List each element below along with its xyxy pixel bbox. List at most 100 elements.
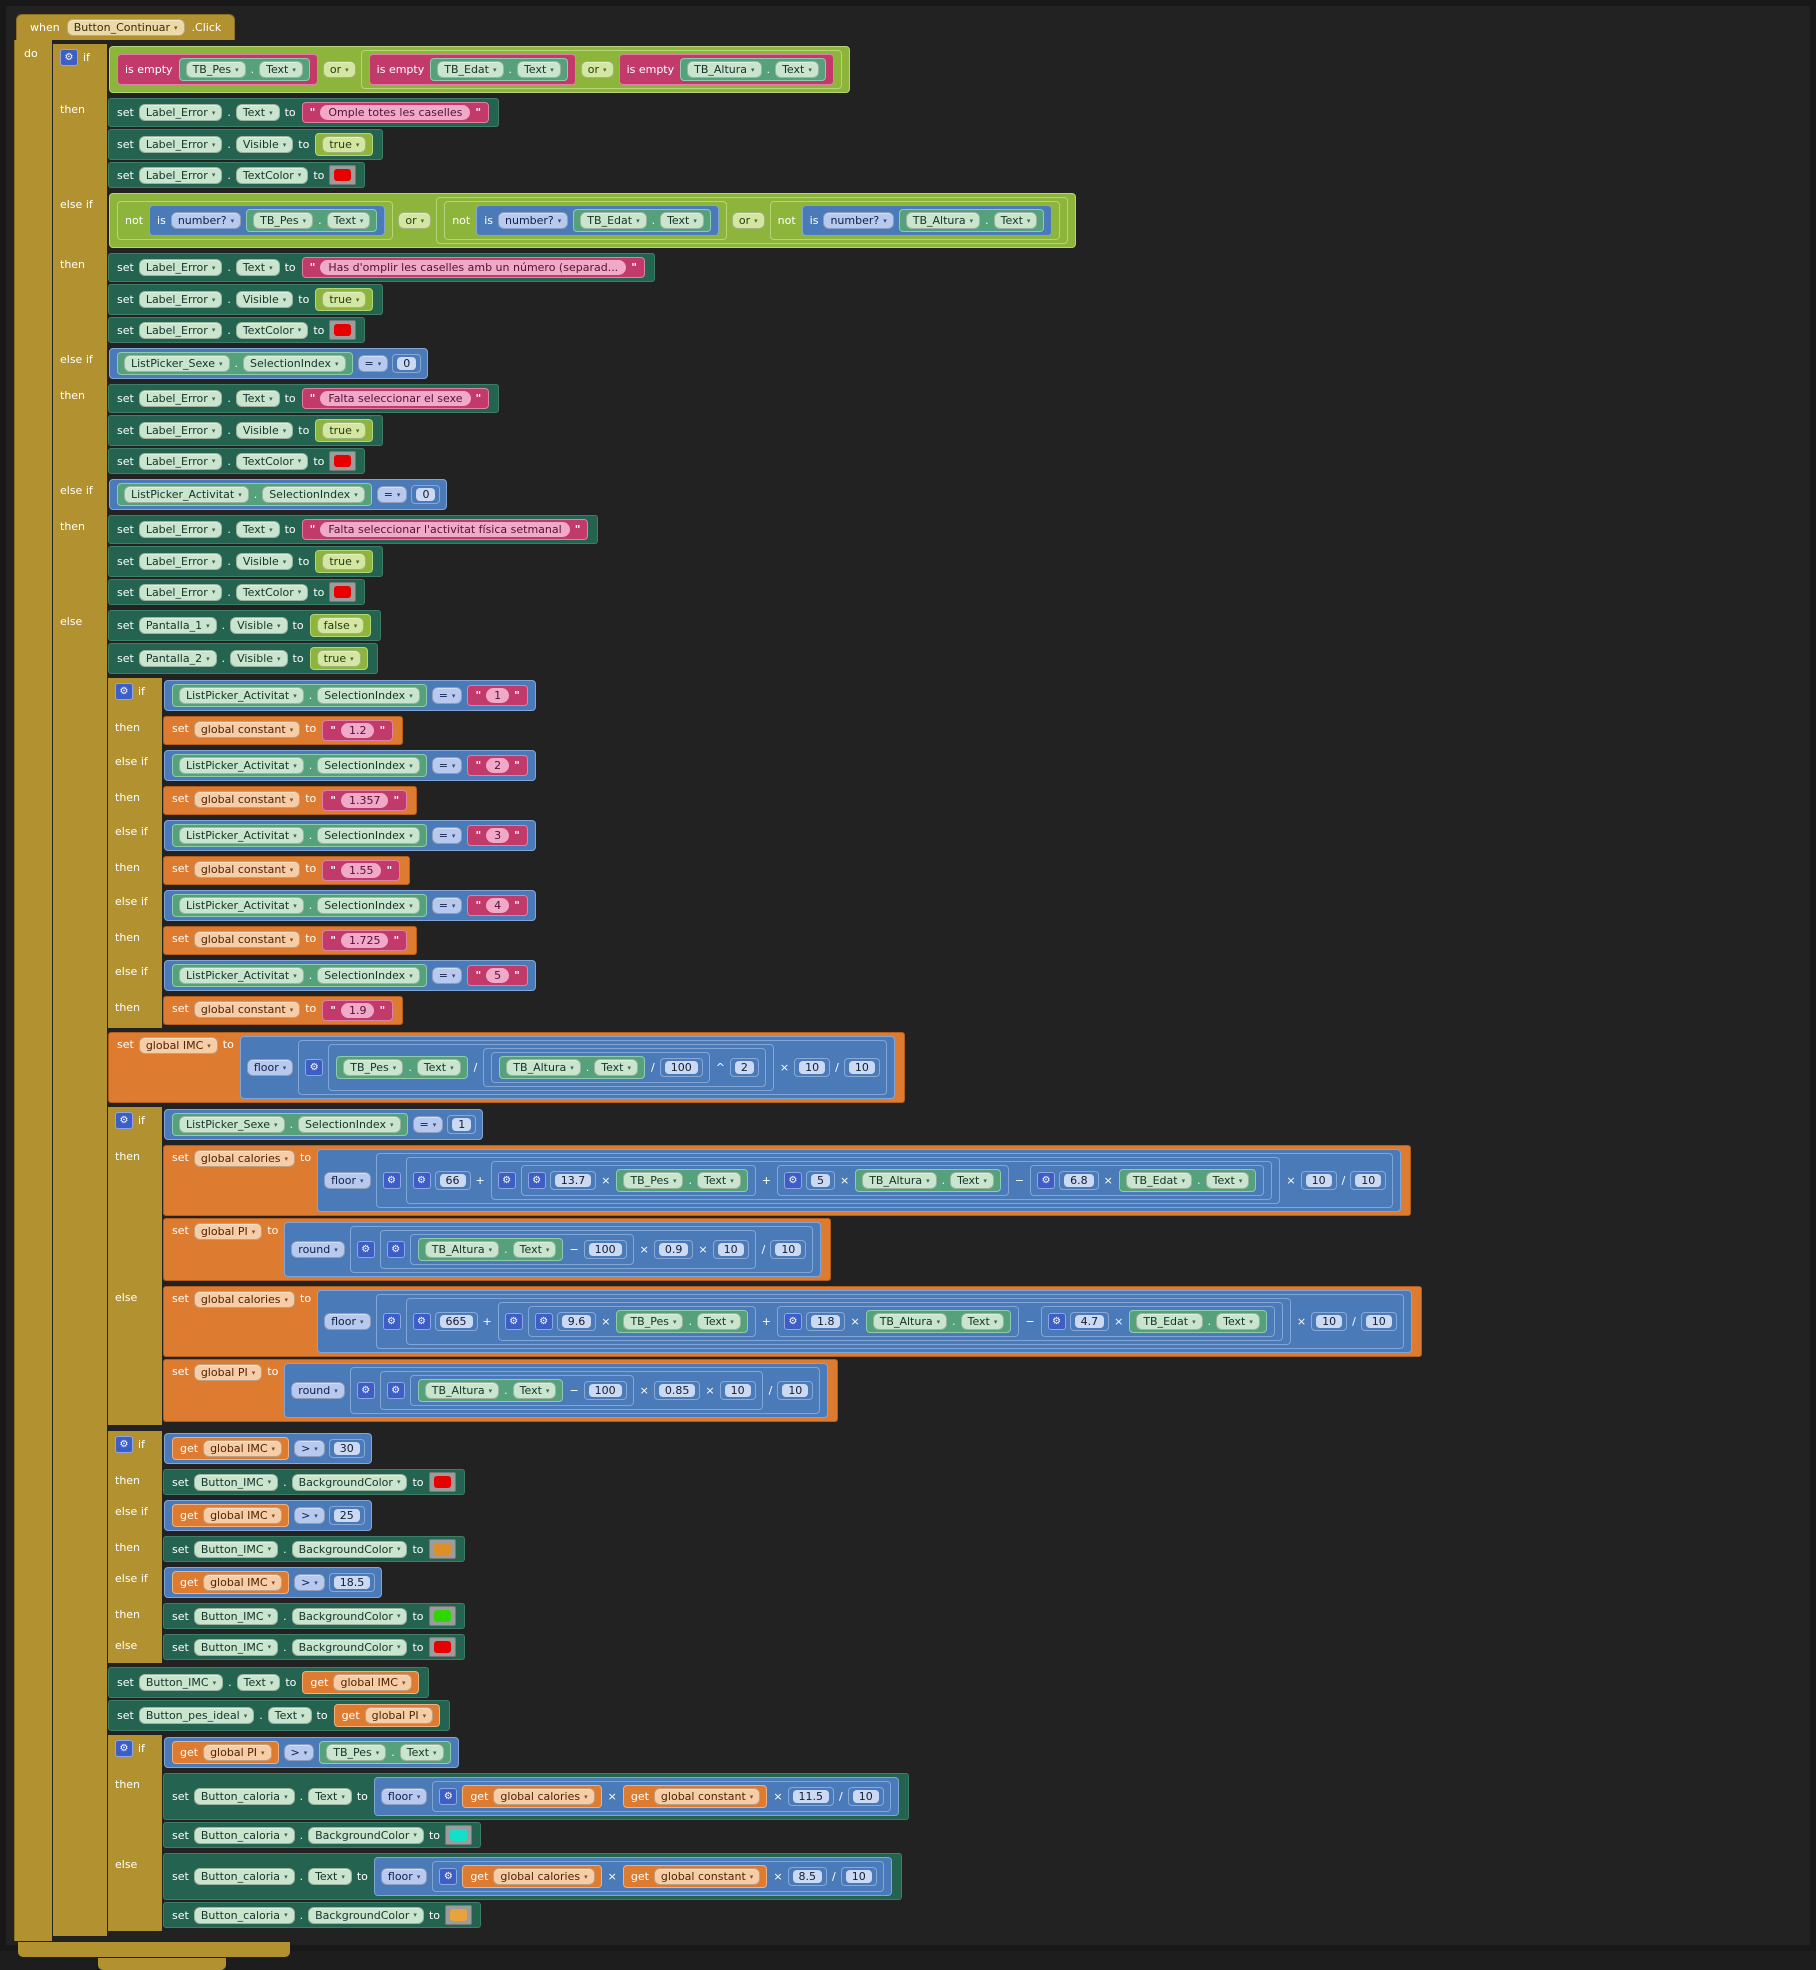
- dropdown-visible[interactable]: Visible ▾: [230, 650, 288, 667]
- math-block[interactable]: ⚙ ⚙ TB_Altura ▾. Text ▾ −100 × 0.9 × 10/10: [349, 1226, 814, 1273]
- dropdown-pantalla-2[interactable]: Pantalla_2 ▾: [138, 650, 217, 667]
- dropdown-false[interactable]: false ▾: [316, 617, 365, 634]
- dropdown-global-imc[interactable]: global IMC ▾: [203, 1574, 283, 1591]
- keyword-else[interactable]: else: [108, 1284, 162, 1425]
- color-block[interactable]: [444, 1905, 472, 1925]
- dropdown-label-error[interactable]: Label_Error ▾: [138, 521, 223, 538]
- dropdown-x[interactable]: = ▾: [431, 687, 463, 704]
- text-block[interactable]: " 1.2 ": [322, 720, 394, 741]
- mutator-gear-icon[interactable]: ⚙: [382, 1313, 401, 1330]
- dropdown-global-imc[interactable]: global IMC ▾: [333, 1674, 413, 1691]
- dropdown-text[interactable]: Text ▾: [236, 1674, 281, 1691]
- dropdown-x[interactable]: = ▾: [431, 757, 463, 774]
- math-block[interactable]: ⚙ 5 × TB_Altura ▾. Text ▾: [776, 1165, 1009, 1196]
- number-block[interactable]: 10: [794, 1058, 831, 1077]
- dropdown-textcolor[interactable]: TextColor ▾: [235, 583, 309, 601]
- text-block[interactable]: is empty TB_Altura ▾. Text ▾: [618, 54, 834, 85]
- set-variable-statement[interactable]: set global constant ▾ to " 1.9 ": [163, 996, 404, 1025]
- dropdown-label-error[interactable]: Label_Error ▾: [138, 583, 223, 601]
- math-block[interactable]: ListPicker_Activitat ▾. SelectionIndex ▾ = ▾ "…: [164, 960, 536, 991]
- mutator-gear-icon[interactable]: ⚙: [382, 1172, 401, 1189]
- math-block[interactable]: ListPicker_Sexe ▾. SelectionIndex ▾ = ▾ 0: [109, 348, 429, 379]
- math-block[interactable]: TB_Altura ▾. Text ▾ −100: [409, 1375, 634, 1406]
- number-block[interactable]: 10: [840, 1867, 877, 1886]
- dropdown-text[interactable]: Text ▾: [235, 104, 280, 121]
- set-property-statement[interactable]: set Button_IMC ▾. Text ▾ to get global IMC ▾: [108, 1667, 430, 1698]
- color-block[interactable]: [428, 1472, 456, 1492]
- text-block[interactable]: is empty TB_Pes ▾. Text ▾: [117, 54, 318, 85]
- set-variable-statement[interactable]: set global constant ▾ to " 1.725 ": [163, 926, 418, 955]
- number-block[interactable]: 9.6: [556, 1312, 597, 1331]
- set-property-statement[interactable]: set Label_Error ▾. Visible ▾ to true ▾: [108, 129, 384, 160]
- math-block[interactable]: ⚙ 665 + ⚙ ⚙ 9.6 × TB_Pes ▾. Text ▾ + ⚙ 1.8 × TB_Altura ▾…: [405, 1298, 1291, 1345]
- value-chip[interactable]: Has d'omplir les caselles amb un número …: [320, 260, 627, 275]
- text-block[interactable]: " 2 ": [467, 755, 528, 776]
- dropdown-global-constant[interactable]: global constant ▾: [193, 1001, 301, 1018]
- component-getter-block[interactable]: TB_Pes ▾. Text ▾: [616, 1310, 748, 1333]
- set-property-statement[interactable]: set Label_Error ▾. TextColor ▾ to: [108, 317, 366, 343]
- set-property-statement[interactable]: set Label_Error ▾. Visible ▾ to true ▾: [108, 546, 384, 577]
- value-chip[interactable]: 1.55: [340, 863, 382, 878]
- dropdown-tb-altura[interactable]: TB_Altura ▾: [424, 1241, 500, 1258]
- dropdown-listpicker-sexe[interactable]: ListPicker_Sexe ▾: [124, 355, 230, 372]
- dropdown-tb-edat[interactable]: TB_Edat ▾: [1125, 1172, 1193, 1189]
- if-else-block[interactable]: ⚙ if is empty TB_Pes ▾. Text ▾ or ▾ is empty TB_Ed…: [53, 44, 1422, 1936]
- dropdown-text[interactable]: Text ▾: [696, 1313, 741, 1330]
- number-block[interactable]: 1.8: [805, 1312, 846, 1331]
- keyword-then[interactable]: then: [108, 924, 162, 958]
- logic-block[interactable]: true ▾: [309, 647, 368, 670]
- dropdown-label-error[interactable]: Label_Error ▾: [138, 291, 223, 308]
- number-value[interactable]: 8.5: [792, 1870, 823, 1883]
- number-block[interactable]: 0: [392, 354, 422, 373]
- dropdown-listpicker-activitat[interactable]: ListPicker_Activitat ▾: [179, 827, 304, 844]
- set-property-statement[interactable]: set Label_Error ▾. Text ▾ to " Omple totes les …: [108, 98, 500, 127]
- value-chip[interactable]: 3: [486, 828, 510, 843]
- dropdown-textcolor[interactable]: TextColor ▾: [235, 321, 309, 339]
- math-block[interactable]: ⚙ 1.8 × TB_Altura ▾. Text ▾: [776, 1306, 1020, 1337]
- keyword-then[interactable]: then: [53, 513, 107, 608]
- dropdown-textcolor[interactable]: TextColor ▾: [235, 452, 309, 470]
- math-block[interactable]: ⚙ ⚙ 665 + ⚙ ⚙ 9.6 × TB_Pes ▾. Text ▾ + ⚙ 1.8 × TB_Altura…: [375, 1294, 1404, 1349]
- math-block[interactable]: ⚙ 4.7 × TB_Edat ▾. Text ▾: [1040, 1306, 1275, 1337]
- logic-block[interactable]: true ▾: [315, 550, 374, 573]
- component-getter-block[interactable]: TB_Altura ▾. Text ▾: [417, 1238, 564, 1261]
- keyword-do[interactable]: do: [14, 40, 52, 1941]
- dropdown-global-constant[interactable]: global constant ▾: [193, 931, 301, 948]
- mutator-gear-icon[interactable]: ⚙: [412, 1172, 431, 1189]
- dropdown-or[interactable]: or ▾: [731, 212, 765, 229]
- number-value[interactable]: 10: [717, 1243, 744, 1256]
- math-block[interactable]: floor ▾ ⚙ get global calories ▾ × get global con…: [373, 1857, 892, 1896]
- value-chip[interactable]: Omple totes les caselles: [320, 105, 471, 120]
- math-block[interactable]: ⚙ 66 + ⚙ ⚙ 13.7 × TB_Pes ▾. Text ▾ + ⚙ 5 × TB_Altura ▾. T…: [405, 1157, 1281, 1204]
- dropdown-global-calories[interactable]: global calories ▾: [193, 1291, 296, 1308]
- dropdown-selectionindex[interactable]: SelectionIndex ▾: [317, 827, 420, 844]
- math-block[interactable]: TB_Pes ▾. Text ▾ / TB_Altura ▾. Text ▾/100 ^ 2: [328, 1044, 774, 1091]
- math-block[interactable]: round ▾ ⚙ ⚙ TB_Altura ▾. Text ▾ −100 × 0.85 × 10/10: [284, 1363, 829, 1418]
- number-block[interactable]: 10: [1350, 1171, 1387, 1190]
- dropdown-global-pi[interactable]: global PI ▾: [364, 1707, 434, 1724]
- keyword-then[interactable]: then: [108, 714, 162, 748]
- number-block[interactable]: 10: [843, 1058, 880, 1077]
- math-block[interactable]: ListPicker_Activitat ▾. SelectionIndex ▾ = ▾ "…: [164, 820, 536, 851]
- mutator-gear-icon[interactable]: ⚙: [497, 1172, 516, 1189]
- component-getter-block[interactable]: TB_Pes ▾. Text ▾: [178, 58, 310, 81]
- dropdown-floor[interactable]: floor ▾: [246, 1059, 294, 1076]
- logic-block[interactable]: not is number? ▾ TB_Altura ▾. Text ▾: [769, 201, 1061, 240]
- number-value[interactable]: 2: [734, 1061, 754, 1074]
- mutator-gear-icon[interactable]: ⚙: [305, 1059, 324, 1076]
- number-block[interactable]: 10: [1300, 1171, 1337, 1190]
- set-property-statement[interactable]: set Button_pes_ideal ▾. Text ▾ to get global PI…: [108, 1700, 451, 1731]
- number-value[interactable]: 10: [1355, 1174, 1382, 1187]
- dropdown-number[interactable]: number? ▾: [170, 212, 242, 229]
- logic-block[interactable]: false ▾: [309, 614, 372, 637]
- number-value[interactable]: 10: [775, 1243, 802, 1256]
- dropdown-x[interactable]: > ▾: [294, 1574, 325, 1591]
- dropdown-backgroundcolor[interactable]: BackgroundColor ▾: [291, 1638, 408, 1656]
- dropdown-tb-pes[interactable]: TB_Pes ▾: [253, 212, 314, 229]
- dropdown-pantalla-1[interactable]: Pantalla_1 ▾: [138, 617, 217, 634]
- dropdown-button-continuar[interactable]: Button_Continuar ▾: [66, 19, 185, 36]
- keyword-else-if[interactable]: else if: [108, 1498, 162, 1534]
- math-block[interactable]: get global IMC ▾ > ▾ 25: [164, 1500, 372, 1531]
- value-chip[interactable]: 1.2: [340, 723, 375, 738]
- dropdown-floor[interactable]: floor ▾: [324, 1172, 371, 1189]
